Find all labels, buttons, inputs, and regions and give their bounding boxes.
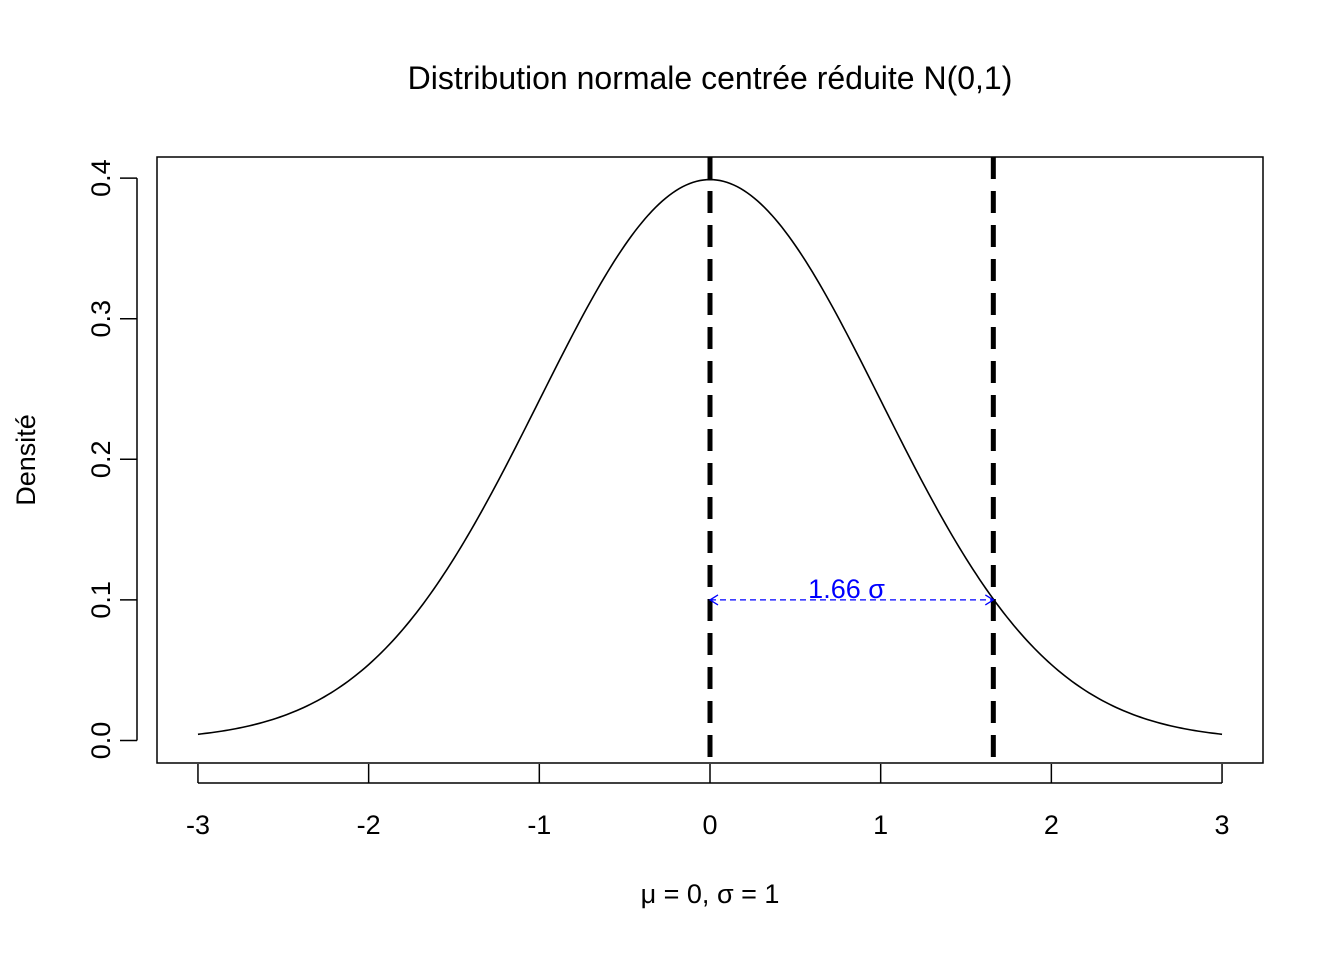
y-axis-label: Densité — [11, 414, 41, 506]
y-tick-label: 0.0 — [86, 722, 116, 760]
y-tick-label: 0.4 — [86, 159, 116, 197]
density-curve — [197, 178, 1223, 736]
x-tick-label: 3 — [1215, 810, 1230, 840]
y-tick-label: 0.3 — [86, 300, 116, 338]
annotations: 1.66 σ — [708, 574, 995, 606]
x-axis-label: μ = 0, σ = 1 — [641, 879, 780, 909]
arrow-head-left — [708, 594, 719, 606]
x-tick-label: 0 — [702, 810, 717, 840]
x-tick-label: 2 — [1044, 810, 1059, 840]
y-axis: 0.0 0.1 0.2 0.3 0.4 — [86, 159, 138, 760]
y-tick-label: 0.1 — [86, 581, 116, 619]
y-tick-label: 0.2 — [86, 441, 116, 479]
chart-title: Distribution normale centrée réduite N(0… — [408, 60, 1013, 96]
annotation-label: 1.66 σ — [808, 574, 885, 604]
x-axis: -3 -2 -1 0 1 2 3 — [186, 764, 1230, 840]
vertical-lines — [707, 157, 996, 763]
x-tick-label: -2 — [357, 810, 381, 840]
x-tick-label: -1 — [527, 810, 551, 840]
x-tick-label: 1 — [873, 810, 888, 840]
x-tick-label: -3 — [186, 810, 210, 840]
arrow-head-right — [984, 594, 995, 606]
